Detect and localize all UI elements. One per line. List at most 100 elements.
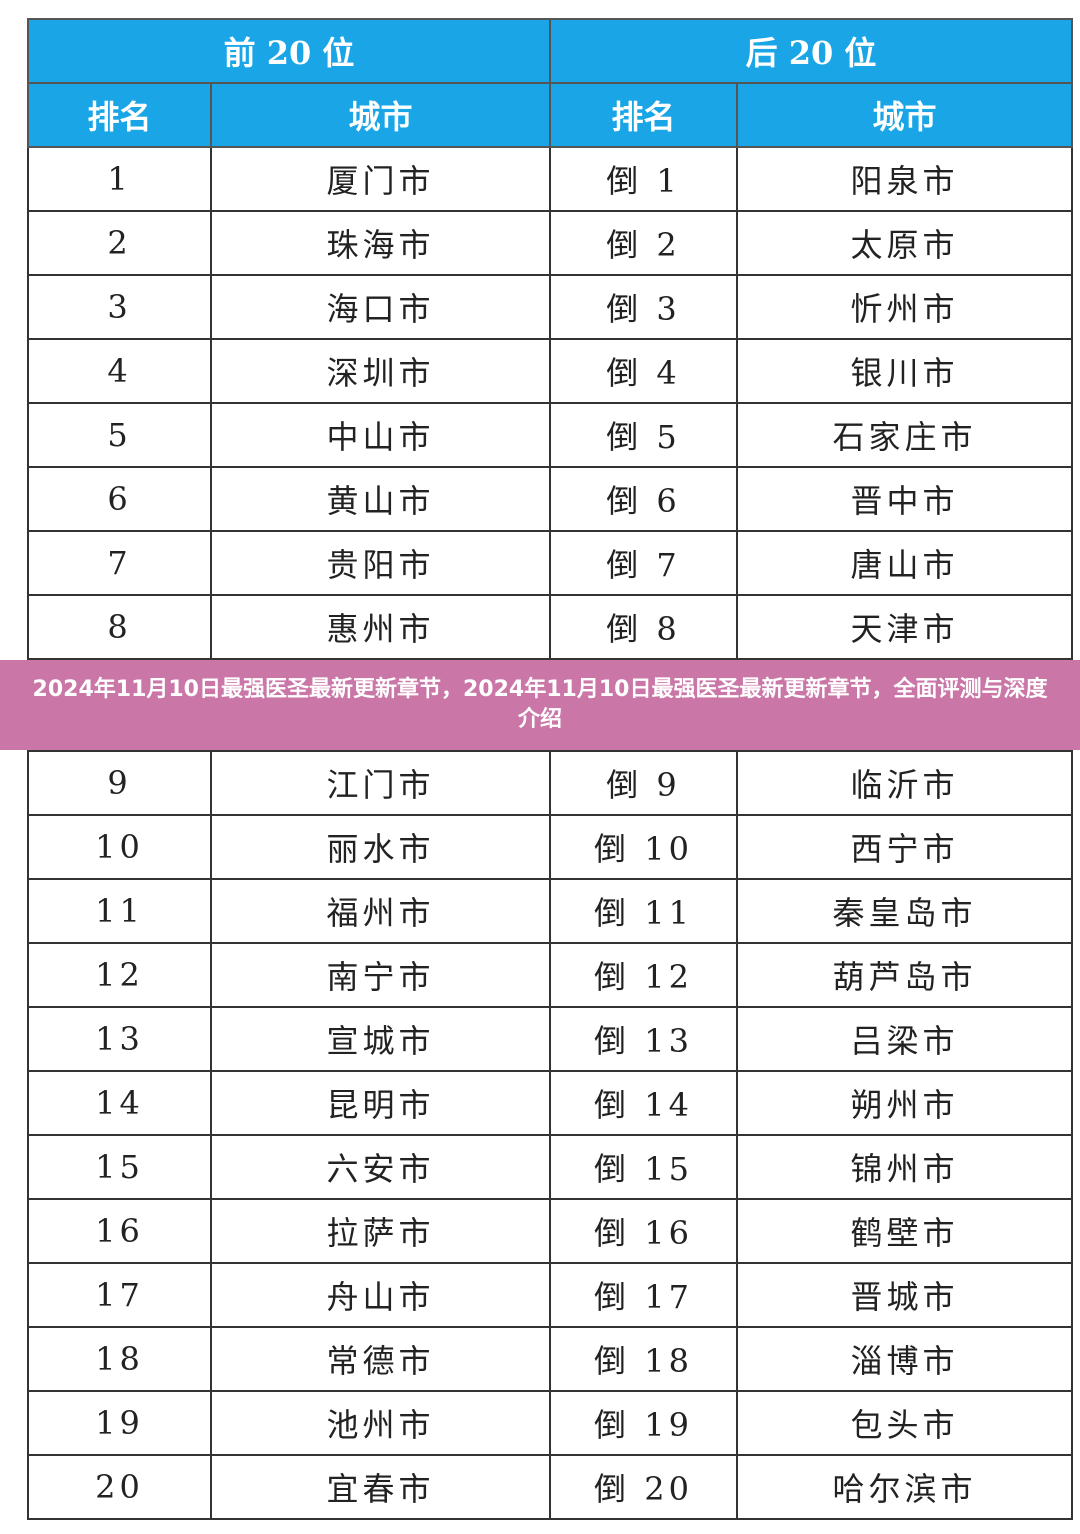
rank-cell: 20 [27,1454,212,1520]
rank-cell: 3 [27,274,212,340]
city-cell: 石家庄市 [736,402,1074,468]
reverse-rank-cell: 倒 15 [549,1134,738,1200]
city-cell: 深圳市 [209,338,552,404]
city-cell: 晋中市 [736,466,1074,532]
city-cell: 福州市 [210,878,551,944]
reverse-rank-cell: 倒 14 [549,1070,738,1136]
table-row: 8 惠州市倒 8 天津市 [27,594,1074,660]
rank-cell: 5 [27,402,212,468]
reverse-rank-cell: 倒 2 [549,210,739,276]
group-header-bottom20: 后 20 位 [549,18,1074,84]
table-row: 5 中山市倒 5 石家庄市 [27,402,1074,468]
city-cell: 珠海市 [209,210,552,276]
rank-cell: 8 [27,594,212,660]
city-cell: 朔州市 [736,1070,1073,1136]
table-row: 14 昆明市倒 14 朔州市 [27,1070,1073,1136]
table-row: 16 拉萨市倒 16 鹤壁市 [27,1198,1073,1264]
reverse-rank-cell: 倒 11 [549,878,738,944]
city-cell: 惠州市 [209,594,552,660]
city-cell: 厦门市 [209,146,552,212]
city-cell: 宣城市 [210,1006,551,1072]
reverse-rank-cell: 倒 17 [549,1262,738,1328]
reverse-rank-cell: 倒 19 [549,1390,738,1456]
city-cell: 贵阳市 [209,530,552,596]
city-cell: 宜春市 [210,1454,551,1520]
rank-cell: 2 [27,210,212,276]
table-row: 15 六安市倒 15 锦州市 [27,1134,1073,1200]
city-cell: 吕梁市 [736,1006,1073,1072]
table-row: 11 福州市倒 11 秦皇岛市 [27,878,1073,944]
city-cell: 秦皇岛市 [736,878,1073,944]
table-row: 1 厦门市倒 1 阳泉市 [27,146,1074,212]
table-row: 3 海口市倒 3 忻州市 [27,274,1074,340]
city-ranking-table: 前 20 位 后 20 位 排名 城市 排名 城市 1 厦门市倒 1 阳泉市 2 珠海市… [26,18,1074,660]
title-banner: 2024年11月10日最强医圣最新更新章节，2024年11月10日最强医圣最新更… [0,660,1080,750]
city-cell: 常德市 [210,1326,551,1392]
table-row: 17 舟山市倒 17 晋城市 [27,1262,1073,1328]
reverse-rank-cell: 倒 1 [549,146,739,212]
city-cell: 临沂市 [736,750,1073,816]
rank-cell: 11 [27,878,212,944]
rank-cell: 7 [27,530,212,596]
reverse-rank-cell: 倒 9 [549,750,738,816]
city-cell: 舟山市 [210,1262,551,1328]
city-cell: 江门市 [210,750,551,816]
city-cell: 黄山市 [209,466,552,532]
city-cell: 忻州市 [736,274,1074,340]
reverse-rank-cell: 倒 13 [549,1006,738,1072]
reverse-rank-cell: 倒 5 [549,402,739,468]
column-header-city: 城市 [736,82,1074,148]
rank-cell: 1 [27,146,212,212]
reverse-rank-cell: 倒 6 [549,466,739,532]
table-row: 20 宜春市倒 20 哈尔滨市 [27,1454,1073,1520]
reverse-rank-cell: 倒 3 [549,274,739,340]
rank-cell: 17 [27,1262,212,1328]
column-header-rank: 排名 [27,82,212,148]
column-header-city: 城市 [209,82,552,148]
city-cell: 天津市 [736,594,1074,660]
table-row: 10 丽水市倒 10 西宁市 [27,814,1073,880]
table-row: 19 池州市倒 19 包头市 [27,1390,1073,1456]
city-ranking-table-continued: 9 江门市倒 9 临沂市 10 丽水市倒 10 西宁市 11 福州市倒 11 秦皇岛市 12 南宁市… [27,750,1073,1520]
city-cell: 包头市 [736,1390,1073,1456]
reverse-rank-cell: 倒 12 [549,942,738,1008]
table-row: 12 南宁市倒 12 葫芦岛市 [27,942,1073,1008]
city-cell: 淄博市 [736,1326,1073,1392]
city-cell: 唐山市 [736,530,1074,596]
group-header-top20: 前 20 位 [26,18,552,84]
city-cell: 哈尔滨市 [736,1454,1073,1520]
rank-cell: 18 [27,1326,212,1392]
reverse-rank-cell: 倒 10 [549,814,738,880]
city-cell: 阳泉市 [736,146,1074,212]
city-cell: 中山市 [209,402,552,468]
table-row: 6 黄山市倒 6 晋中市 [27,466,1074,532]
rank-cell: 16 [27,1198,212,1264]
rank-cell: 9 [27,750,212,816]
city-cell: 鹤壁市 [736,1198,1073,1264]
city-cell: 锦州市 [736,1134,1073,1200]
table-row: 4 深圳市倒 4 银川市 [27,338,1074,404]
city-cell: 西宁市 [736,814,1073,880]
rank-cell: 6 [27,466,212,532]
city-cell: 昆明市 [210,1070,551,1136]
reverse-rank-cell: 倒 16 [549,1198,738,1264]
city-cell: 海口市 [209,274,552,340]
column-header-rank: 排名 [549,82,739,148]
reverse-rank-cell: 倒 8 [549,594,739,660]
reverse-rank-cell: 倒 20 [549,1454,738,1520]
city-cell: 丽水市 [210,814,551,880]
rank-cell: 13 [27,1006,212,1072]
table-row: 2 珠海市倒 2 太原市 [27,210,1074,276]
table-row: 13 宣城市倒 13 吕梁市 [27,1006,1073,1072]
table-row: 9 江门市倒 9 临沂市 [27,750,1073,816]
table-row: 7 贵阳市倒 7 唐山市 [27,530,1074,596]
rank-cell: 15 [27,1134,212,1200]
city-cell: 晋城市 [736,1262,1073,1328]
city-cell: 太原市 [736,210,1074,276]
table-row: 18 常德市倒 18 淄博市 [27,1326,1073,1392]
city-cell: 拉萨市 [210,1198,551,1264]
rank-cell: 10 [27,814,212,880]
rank-cell: 12 [27,942,212,1008]
city-cell: 六安市 [210,1134,551,1200]
rank-cell: 19 [27,1390,212,1456]
